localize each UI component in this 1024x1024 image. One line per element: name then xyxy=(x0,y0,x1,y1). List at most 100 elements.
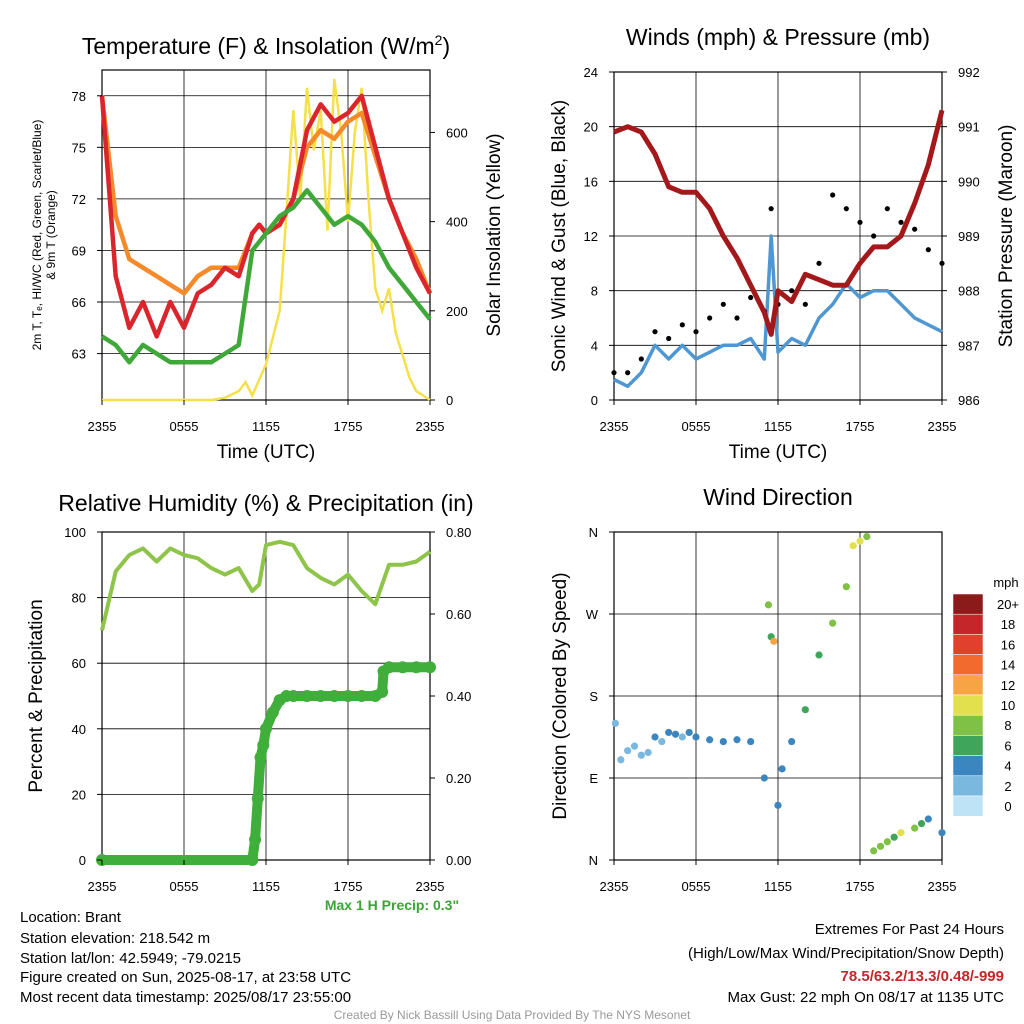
p4-y-tick-label: W xyxy=(586,607,599,622)
speed-legend-swatch xyxy=(952,735,984,756)
precip-point xyxy=(376,685,389,698)
speed-legend-swatch xyxy=(952,593,984,615)
p3-x-tick-label: 0555 xyxy=(170,879,199,894)
p1-y-tick-label: 78 xyxy=(72,89,86,104)
speed-legend-swatch xyxy=(952,634,984,655)
credit-text: Created By Nick Bassill Using Data Provi… xyxy=(334,1008,691,1022)
speed-legend-label: 20+ xyxy=(997,597,1019,612)
dewpoint-line xyxy=(100,188,432,365)
wind-direction-point xyxy=(624,747,632,755)
extremes-title: Extremes For Past 24 Hours xyxy=(815,921,1004,938)
gust-point xyxy=(830,192,836,198)
humidity-title: Relative Humidity (%) & Precipitation (i… xyxy=(58,490,473,516)
gust-point xyxy=(611,370,617,376)
p2-y-tick-label: 16 xyxy=(584,174,598,189)
p2-y2-tick-label: 987 xyxy=(958,338,980,353)
wind-direction-point xyxy=(706,736,714,744)
p2-y-tick-label: 24 xyxy=(584,65,598,80)
speed-legend-swatch xyxy=(952,714,984,736)
wind-direction-point xyxy=(719,737,727,746)
location-text: Location: Brant xyxy=(20,909,122,926)
speed-legend-label: 10 xyxy=(1001,698,1015,713)
wind-direction-point xyxy=(829,619,837,627)
speed-legend-label: 14 xyxy=(1001,658,1015,673)
precip-point xyxy=(257,739,270,752)
speed-legend-swatch xyxy=(952,755,984,777)
speed-legend-swatch xyxy=(952,795,984,817)
max-precip-note: Max 1 H Precip: 0.3" xyxy=(325,897,459,913)
gust-point xyxy=(768,206,774,212)
speed-legend-label: 8 xyxy=(1004,718,1011,733)
p3-y-tick-label: 0 xyxy=(79,853,86,868)
precip-point xyxy=(383,661,395,674)
p3-y2-tick-label: 0.60 xyxy=(446,607,471,622)
p1-y2-tick-label: 0 xyxy=(446,393,453,408)
precip-point xyxy=(410,661,423,674)
wind-direction-point xyxy=(770,637,778,645)
gust-point xyxy=(843,206,849,212)
p3-y-tick-label: 20 xyxy=(72,787,86,802)
wind-direction-point xyxy=(665,728,673,737)
precip-point xyxy=(260,722,272,735)
extremes-desc: (High/Low/Max Wind/Precipitation/Snow De… xyxy=(688,945,1004,962)
winds-panel: Winds (mph) & Pressure (mb) 2355 0555 1155… xyxy=(549,24,1017,463)
wind-direction-point xyxy=(733,736,741,744)
precip-point xyxy=(266,706,279,719)
p1-y-tick-label: 72 xyxy=(72,192,86,207)
wind-direction-point xyxy=(658,737,666,746)
gust-point xyxy=(802,301,808,307)
precip-point xyxy=(249,833,262,846)
precip-point xyxy=(396,661,409,674)
gust-point xyxy=(884,206,890,212)
gust-point xyxy=(789,288,795,294)
gust-point xyxy=(652,329,658,335)
wind-direction-point xyxy=(883,838,891,846)
p1-y2-tick-label: 200 xyxy=(446,304,468,319)
p2-y-tick-label: 20 xyxy=(584,120,598,135)
wind-direction-y-label: Direction (Colored By Speed) xyxy=(550,572,571,819)
speed-legend-swatch xyxy=(952,775,984,797)
wind-direction-point xyxy=(870,847,878,855)
p1-y2-tick-label: 400 xyxy=(446,215,468,230)
created-text: Figure created on Sun, 2025-08-17, at 23… xyxy=(20,969,351,986)
wind-direction-point xyxy=(685,728,693,737)
p3-y2-tick-label: 0.20 xyxy=(446,771,471,786)
p3-y2-tick-label: 0.40 xyxy=(446,689,471,704)
wind-direction-point xyxy=(815,651,823,659)
p2-y2-tick-label: 991 xyxy=(958,120,980,135)
p1-y-tick-label: 75 xyxy=(72,140,86,155)
gust-point xyxy=(898,219,904,225)
precip-point xyxy=(314,690,327,702)
gust-point xyxy=(939,260,945,266)
wind-direction-panel: Wind Direction 2355 0555 1155 1755 2355NESWN… xyxy=(550,484,1019,894)
wind-direction-point xyxy=(897,829,905,837)
temperature-x-label: Time (UTC) xyxy=(217,442,316,463)
precip-point xyxy=(287,690,300,702)
gust-point xyxy=(748,294,754,301)
latlon-text: Station lat/lon: 42.5949; -79.0215 xyxy=(20,950,241,967)
p2-y2-tick-label: 988 xyxy=(958,284,980,299)
wind-direction-point xyxy=(678,733,686,741)
precip-point xyxy=(254,751,267,764)
wind-direction-point xyxy=(630,742,639,750)
wind-direction-point xyxy=(617,756,625,764)
p1-y-tick-label: 66 xyxy=(72,295,86,310)
recent-text: Most recent data timestamp: 2025/08/17 2… xyxy=(20,989,351,1006)
speed-legend-swatch xyxy=(952,654,984,676)
p1-x-tick-label: 2355 xyxy=(416,419,445,434)
p1-y2-tick-label: 600 xyxy=(446,125,468,140)
speed-legend-swatch xyxy=(952,694,984,716)
p1-x-tick-label: 0555 xyxy=(170,419,199,434)
gust-point xyxy=(925,247,931,253)
p4-x-tick-label: 2355 xyxy=(600,879,629,894)
wind-direction-point xyxy=(611,719,619,727)
wind-direction-point xyxy=(764,601,773,609)
p2-x-tick-label: 2355 xyxy=(600,419,629,434)
speed-legend-label: 18 xyxy=(1001,617,1015,632)
speed-legend-label: 4 xyxy=(1004,759,1011,774)
gust-point xyxy=(693,329,699,335)
p1-x-tick-label: 1755 xyxy=(334,419,363,434)
gust-point xyxy=(679,322,685,328)
p3-y-tick-label: 40 xyxy=(72,722,86,737)
